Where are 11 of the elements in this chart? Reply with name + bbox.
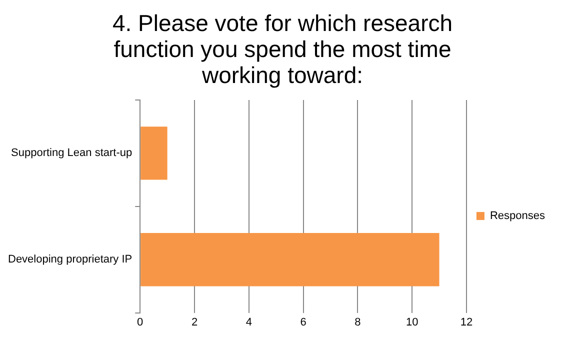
chart-title: 4. Please vote for which research function you spend the most time working toward:: [111, 10, 454, 88]
x-tick-label: 0: [137, 316, 144, 328]
x-tick-label: 8: [354, 316, 361, 328]
x-tick-label: 12: [460, 316, 473, 328]
x-tick-label: 6: [300, 316, 306, 328]
y-tick-label: Supporting Lean start-up: [11, 147, 132, 160]
x-tick-label: 4: [246, 316, 252, 328]
x-tick-label: 10: [406, 316, 418, 328]
x-tick-label: 2: [191, 316, 198, 328]
legend-label: Responses: [490, 210, 546, 222]
y-tick-label: Developing proprietary IP: [8, 254, 132, 266]
